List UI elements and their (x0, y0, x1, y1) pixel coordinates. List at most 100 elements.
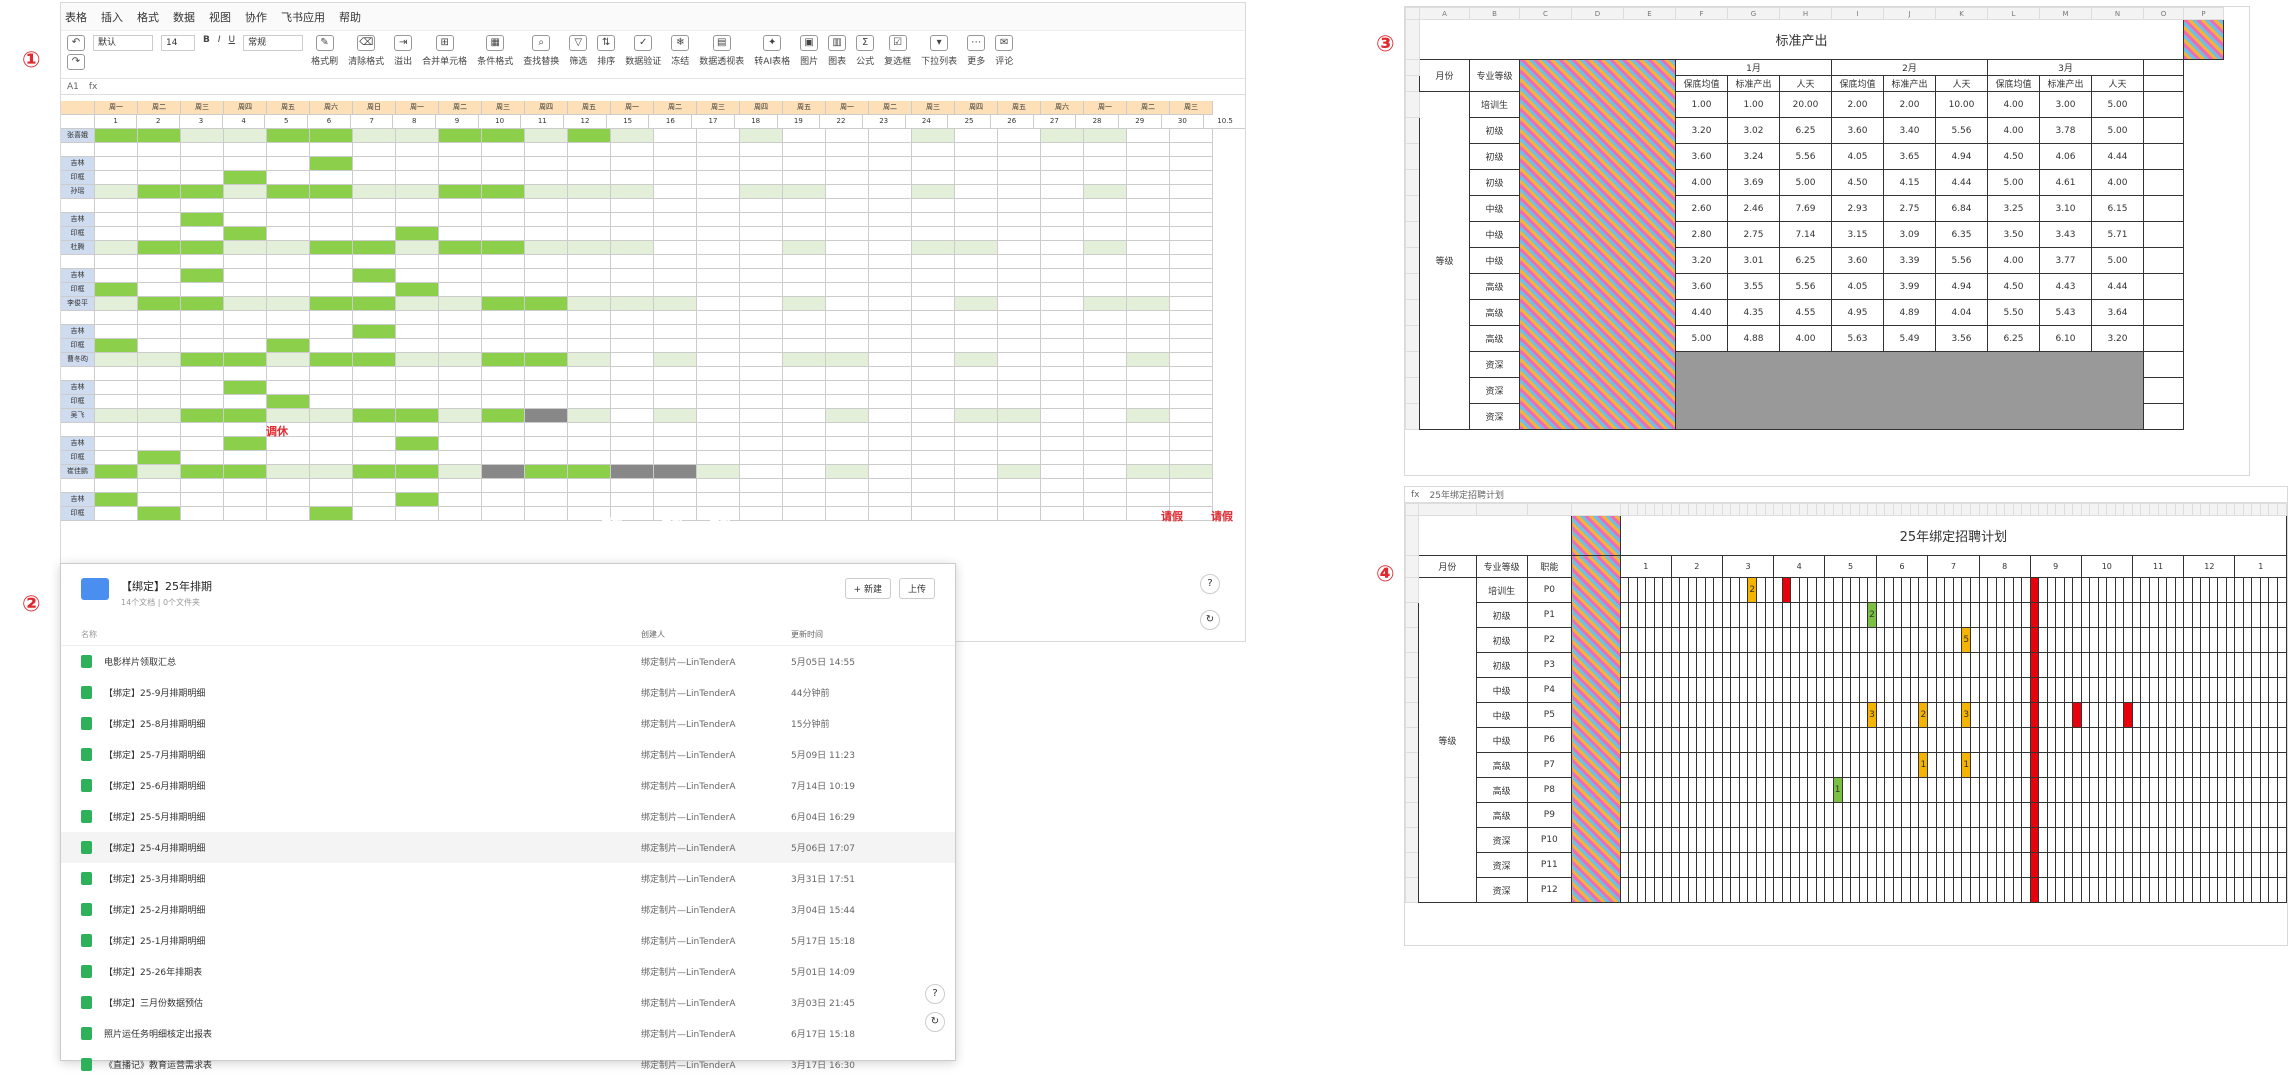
table-cell[interactable]: 专业等级 (1475, 555, 1528, 578)
sheet-cell[interactable] (310, 157, 353, 171)
table-cell[interactable] (1867, 677, 1877, 703)
table-cell[interactable] (1405, 351, 1420, 378)
sheet-cell[interactable] (181, 255, 224, 269)
sheet-cell[interactable] (95, 227, 138, 241)
sheet-cell[interactable] (697, 185, 740, 199)
sheet-cell[interactable] (955, 325, 998, 339)
table-cell[interactable]: 3.20 (1675, 247, 1728, 274)
table-cell[interactable] (1987, 702, 1997, 728)
table-cell[interactable] (2276, 877, 2287, 903)
table-cell[interactable]: 1 (1619, 555, 1672, 578)
sheet-cell[interactable] (138, 381, 181, 395)
table-cell[interactable] (2004, 503, 2014, 516)
table-cell[interactable] (1978, 677, 1989, 703)
checkbox-icon[interactable]: ☑ (888, 35, 907, 51)
sheet-cell[interactable] (353, 367, 396, 381)
sheet-cell[interactable] (61, 115, 95, 129)
table-cell[interactable] (2225, 602, 2236, 628)
table-cell[interactable] (1756, 727, 1766, 753)
sheet-cell[interactable] (1041, 409, 1084, 423)
sheet-cell[interactable] (396, 493, 439, 507)
sheet-cell[interactable] (353, 199, 396, 213)
table-cell[interactable] (1901, 752, 1911, 778)
sheet-cell[interactable] (224, 325, 267, 339)
sheet-cell[interactable] (310, 213, 353, 227)
table-cell[interactable] (1815, 827, 1826, 853)
table-cell[interactable] (2038, 877, 2048, 903)
table-cell[interactable] (2106, 802, 2116, 828)
table-cell[interactable] (2046, 652, 2057, 678)
table-cell[interactable]: 标准产出 (2039, 75, 2092, 92)
sheet-cell[interactable] (998, 241, 1041, 255)
table-cell[interactable] (1909, 652, 1920, 678)
table-cell[interactable]: 6.25 (1779, 247, 1832, 274)
table-cell[interactable]: 2.00 (1883, 91, 1936, 118)
table-cell[interactable] (1405, 117, 1420, 144)
sheet-cell[interactable] (826, 213, 869, 227)
sheet-cell[interactable] (224, 311, 267, 325)
table-cell[interactable] (2174, 602, 2185, 628)
sheet-cell[interactable] (783, 185, 826, 199)
sheet-cell[interactable] (611, 213, 654, 227)
sheet-cell[interactable] (998, 493, 1041, 507)
sheet-cell[interactable] (955, 171, 998, 185)
sheet-cell[interactable] (1170, 255, 1213, 269)
sheet-cell[interactable] (955, 479, 998, 493)
table-cell[interactable] (1970, 627, 1980, 653)
italic-button[interactable]: I (217, 35, 221, 45)
table-cell[interactable] (1747, 727, 1758, 753)
table-cell[interactable] (2260, 652, 2270, 678)
table-cell[interactable] (1773, 777, 1783, 803)
table-cell[interactable] (1645, 852, 1655, 878)
sheet-cell[interactable] (138, 227, 181, 241)
table-cell[interactable] (2055, 727, 2065, 753)
sheet-cell[interactable] (998, 409, 1041, 423)
table-cell[interactable] (1738, 677, 1749, 703)
table-cell[interactable] (1935, 702, 1946, 728)
ribbon-filter-button[interactable]: ▽ 筛选 (569, 35, 587, 67)
sheet-cell[interactable] (138, 409, 181, 423)
table-cell[interactable]: 3.99 (1883, 273, 1936, 300)
table-cell[interactable] (2200, 877, 2210, 903)
table-cell[interactable] (1850, 752, 1860, 778)
table-cell[interactable]: 保底均值 (1831, 75, 1884, 92)
table-cell[interactable]: 5.00 (2091, 91, 2144, 118)
table-cell[interactable] (1662, 577, 1672, 603)
table-cell[interactable]: P12 (1526, 877, 1573, 903)
table-cell[interactable] (1790, 652, 1800, 678)
table-cell[interactable] (1747, 602, 1758, 628)
table-cell[interactable] (2157, 503, 2168, 516)
sheet-cell[interactable] (611, 185, 654, 199)
sheet-cell[interactable] (826, 227, 869, 241)
table-cell[interactable]: P9 (1526, 802, 1573, 828)
sheet-cell[interactable] (912, 451, 955, 465)
table-cell[interactable] (1790, 627, 1800, 653)
sheet-cell[interactable] (869, 255, 912, 269)
table-cell[interactable] (2143, 351, 2184, 378)
table-cell[interactable] (2004, 702, 2014, 728)
table-cell[interactable] (2106, 503, 2116, 516)
sheet-cell[interactable] (1170, 185, 1213, 199)
sheet-cell[interactable] (740, 129, 783, 143)
table-cell[interactable] (2276, 602, 2287, 628)
table-cell[interactable] (1756, 503, 1766, 516)
sheet-cell[interactable] (826, 129, 869, 143)
sheet-cell[interactable] (267, 283, 310, 297)
table-cell[interactable] (1978, 652, 1989, 678)
sheet-cell[interactable] (396, 325, 439, 339)
table-cell[interactable]: 1.00 (1675, 91, 1728, 118)
table-cell[interactable] (2055, 677, 2065, 703)
table-cell[interactable] (2089, 852, 2099, 878)
table-cell[interactable] (2191, 852, 2202, 878)
table-cell[interactable] (1405, 59, 1420, 76)
table-cell[interactable] (1687, 802, 1698, 828)
sheet-cell[interactable] (654, 423, 697, 437)
table-cell[interactable] (1696, 877, 1706, 903)
gray-block[interactable] (1675, 351, 2144, 430)
sheet-cell[interactable] (310, 143, 353, 157)
table-cell[interactable] (1662, 852, 1672, 878)
table-cell[interactable] (1901, 602, 1911, 628)
ribbon-image-button[interactable]: ▣ 图片 (800, 35, 818, 67)
sheet-cell[interactable] (783, 255, 826, 269)
table-cell[interactable] (1995, 777, 2006, 803)
